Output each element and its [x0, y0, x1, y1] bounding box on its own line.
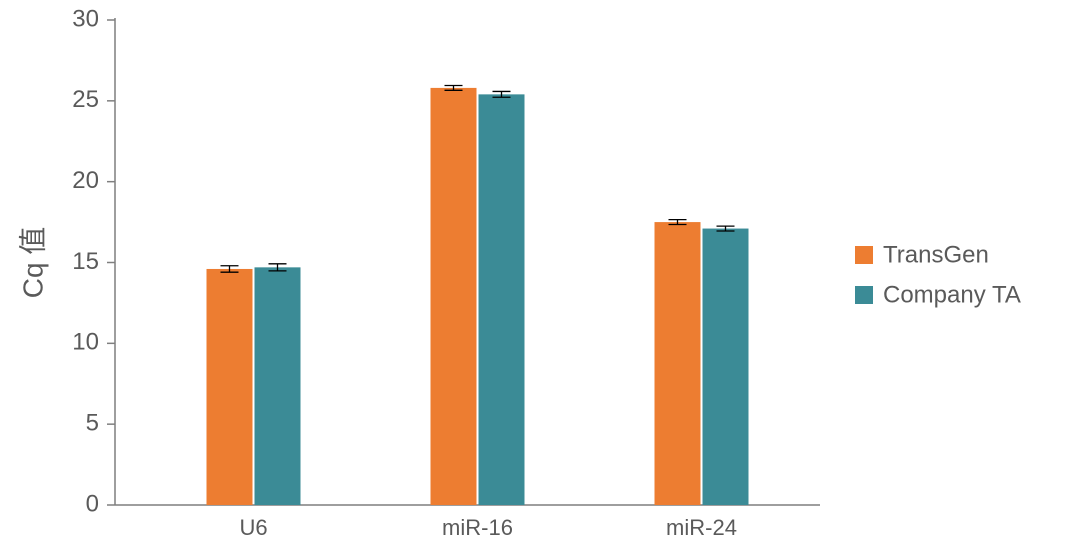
bar-transgen: [207, 269, 253, 505]
bar-company-ta: [479, 94, 525, 505]
category-label: miR-16: [442, 515, 513, 540]
legend-label: Company TA: [883, 281, 1021, 308]
category-label: miR-24: [666, 515, 737, 540]
legend-swatch: [855, 246, 873, 264]
y-tick-label: 0: [86, 490, 99, 517]
legend-label: TransGen: [883, 241, 989, 268]
y-tick-label: 10: [72, 329, 99, 356]
legend-swatch: [855, 286, 873, 304]
y-tick-label: 30: [72, 5, 99, 32]
bar-transgen: [431, 88, 477, 505]
bar-company-ta: [255, 267, 301, 505]
bar-transgen: [655, 222, 701, 505]
y-tick-label: 25: [72, 86, 99, 113]
chart-background: [0, 0, 1080, 549]
category-label: U6: [239, 515, 267, 540]
y-tick-label: 5: [86, 410, 99, 437]
y-tick-label: 20: [72, 167, 99, 194]
bar-chart: 0 5 10 15 20 25 30 Cq 值 U6 miR-16 miR-24 TransGen Co…: [0, 0, 1080, 549]
bar-company-ta: [703, 229, 749, 505]
y-axis-label: Cq 值: [17, 227, 48, 299]
y-tick-label: 15: [72, 248, 99, 275]
